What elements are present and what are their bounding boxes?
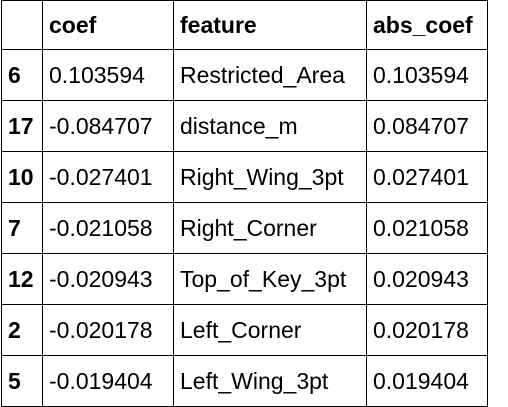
- coef-cell: -0.020943: [42, 253, 174, 305]
- header-row: coef feature abs_coef: [1, 0, 488, 50]
- feature-cell: Right_Corner: [173, 202, 367, 254]
- coef-cell: -0.019404: [42, 355, 174, 407]
- abs-coef-header: abs_coef: [366, 0, 488, 50]
- abs-coef-cell: 0.027401: [366, 151, 488, 203]
- dataframe-table: coef feature abs_coef 6 0.103594 Restric…: [1, 0, 488, 407]
- coef-cell: -0.021058: [42, 202, 174, 254]
- table-row: 7 -0.021058 Right_Corner 0.021058: [1, 202, 488, 254]
- table-row: 10 -0.027401 Right_Wing_3pt 0.027401: [1, 151, 488, 203]
- coef-cell: -0.027401: [42, 151, 174, 203]
- feature-header: feature: [173, 0, 367, 50]
- table-row: 6 0.103594 Restricted_Area 0.103594: [1, 49, 488, 101]
- coef-cell: -0.084707: [42, 100, 174, 152]
- abs-coef-cell: 0.020943: [366, 253, 488, 305]
- row-index: 17: [1, 100, 43, 152]
- feature-cell: Left_Corner: [173, 304, 367, 356]
- table-row: 5 -0.019404 Left_Wing_3pt 0.019404: [1, 355, 488, 407]
- abs-coef-cell: 0.103594: [366, 49, 488, 101]
- row-index: 2: [1, 304, 43, 356]
- feature-cell: distance_m: [173, 100, 367, 152]
- coef-cell: 0.103594: [42, 49, 174, 101]
- feature-cell: Right_Wing_3pt: [173, 151, 367, 203]
- feature-cell: Restricted_Area: [173, 49, 367, 101]
- row-index: 6: [1, 49, 43, 101]
- feature-cell: Left_Wing_3pt: [173, 355, 367, 407]
- feature-cell: Top_of_Key_3pt: [173, 253, 367, 305]
- abs-coef-cell: 0.021058: [366, 202, 488, 254]
- coef-header: coef: [42, 0, 174, 50]
- table-row: 12 -0.020943 Top_of_Key_3pt 0.020943: [1, 253, 488, 305]
- index-header: [1, 0, 43, 50]
- table-row: 2 -0.020178 Left_Corner 0.020178: [1, 304, 488, 356]
- coef-cell: -0.020178: [42, 304, 174, 356]
- table-body: 6 0.103594 Restricted_Area 0.103594 17 -…: [1, 49, 488, 407]
- table-header: coef feature abs_coef: [1, 0, 488, 50]
- abs-coef-cell: 0.084707: [366, 100, 488, 152]
- abs-coef-cell: 0.020178: [366, 304, 488, 356]
- row-index: 10: [1, 151, 43, 203]
- table-row: 17 -0.084707 distance_m 0.084707: [1, 100, 488, 152]
- row-index: 7: [1, 202, 43, 254]
- row-index: 12: [1, 253, 43, 305]
- abs-coef-cell: 0.019404: [366, 355, 488, 407]
- row-index: 5: [1, 355, 43, 407]
